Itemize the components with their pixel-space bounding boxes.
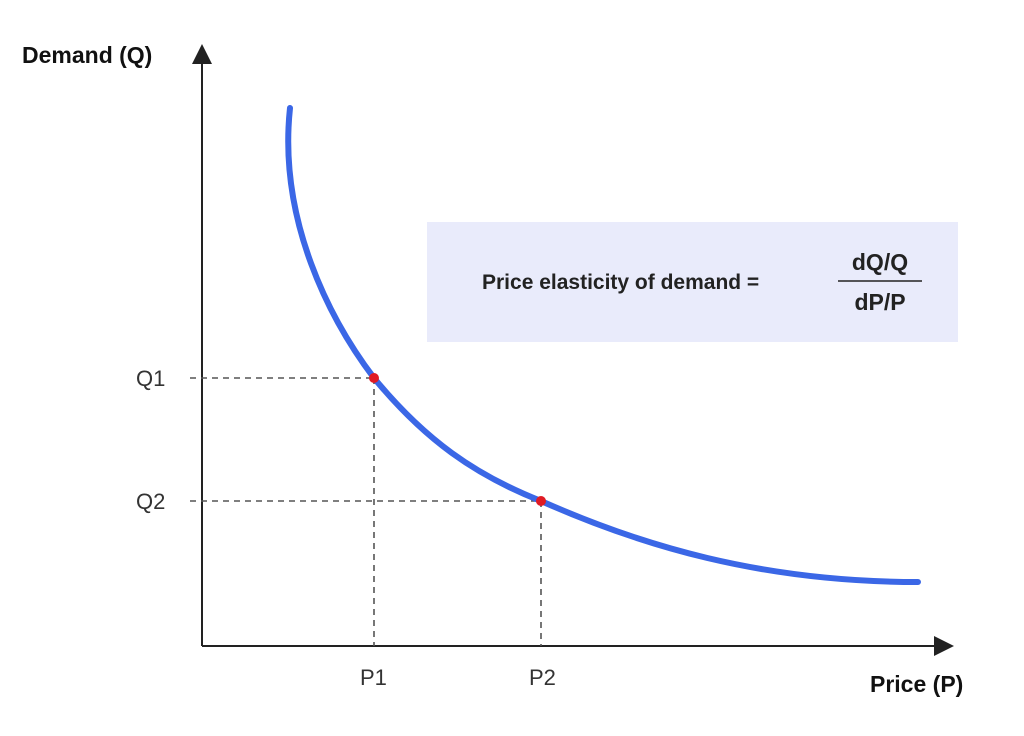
p1-label: P1 xyxy=(360,665,387,690)
y-axis-arrowhead xyxy=(192,44,212,64)
x-axis-arrowhead xyxy=(934,636,954,656)
q1-label: Q1 xyxy=(136,366,165,391)
p2-label: P2 xyxy=(529,665,556,690)
q2-label: Q2 xyxy=(136,489,165,514)
y-axis-title: Demand (Q) xyxy=(22,42,152,68)
x-axis-title: Price (P) xyxy=(870,671,963,697)
demand-curve xyxy=(285,105,921,585)
formula-numerator: dQ/Q xyxy=(852,249,908,275)
formula-label: Price elasticity of demand = xyxy=(482,271,759,294)
point-p1-q1 xyxy=(369,373,379,383)
point-p2-q2 xyxy=(536,496,546,506)
formula-denominator: dP/P xyxy=(854,289,905,315)
formula-box xyxy=(427,222,958,342)
